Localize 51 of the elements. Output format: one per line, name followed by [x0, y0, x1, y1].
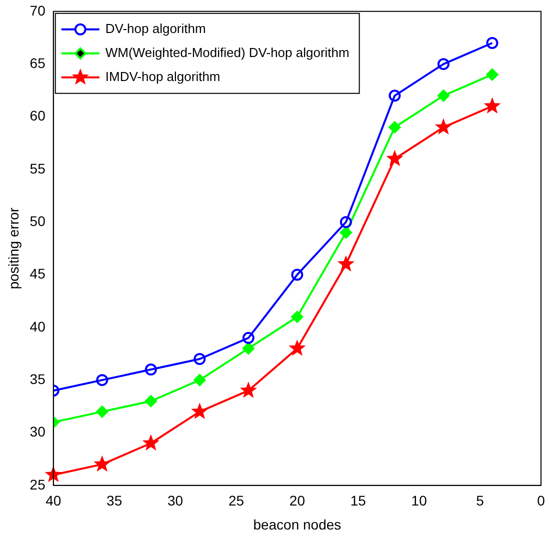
point	[144, 395, 157, 408]
point	[240, 382, 257, 398]
point	[388, 90, 401, 102]
x-tick-label: 15	[350, 492, 366, 509]
legend-label: WM(Weighted-Modified) DV-hop algorithm	[105, 44, 350, 60]
point	[96, 406, 108, 418]
y-tick-label: 70	[30, 2, 46, 18]
legend-label: IMDV-hop algorithm	[105, 68, 220, 84]
point	[437, 90, 450, 102]
point	[484, 97, 501, 114]
x-tick-label: 35	[106, 492, 122, 509]
y-tick-label: 25	[30, 476, 46, 492]
point	[437, 58, 450, 70]
point	[434, 118, 452, 135]
point	[388, 121, 401, 134]
point	[288, 339, 306, 356]
x-tick-label: 5	[476, 492, 484, 509]
point	[291, 268, 304, 281]
x-tick-label: 30	[167, 492, 184, 509]
y-tick-label: 60	[30, 108, 46, 124]
point	[291, 310, 304, 323]
point	[486, 68, 498, 81]
x-tick-label: 10	[411, 492, 428, 509]
x-tick-label: 40	[46, 492, 62, 509]
y-tick-label: 30	[30, 424, 46, 440]
point	[486, 37, 498, 49]
x-tick-label: 25	[228, 492, 244, 509]
point	[194, 374, 206, 386]
legend-label: DV-hop algorithm	[105, 20, 206, 36]
y-tick-label: 40	[30, 318, 46, 334]
x-tick-label: 20	[289, 492, 306, 509]
point	[386, 150, 404, 166]
point	[242, 332, 254, 344]
x-axis-title: beacon nodes	[253, 516, 342, 532]
point	[142, 434, 160, 451]
point	[144, 364, 157, 376]
point	[194, 353, 206, 365]
y-tick-label: 35	[30, 370, 46, 387]
point	[340, 226, 352, 239]
point	[96, 374, 108, 386]
x-tick-label: 0	[537, 492, 546, 509]
y-axis-title: positing error	[5, 207, 22, 290]
y-tick-label: 50	[30, 212, 46, 229]
point	[340, 216, 352, 228]
y-tick-label: 45	[30, 266, 46, 282]
point	[242, 342, 254, 354]
point	[337, 255, 355, 272]
point	[191, 402, 208, 419]
point	[94, 455, 111, 472]
y-tick-label: 55	[30, 160, 46, 176]
y-tick-label: 65	[30, 54, 46, 71]
